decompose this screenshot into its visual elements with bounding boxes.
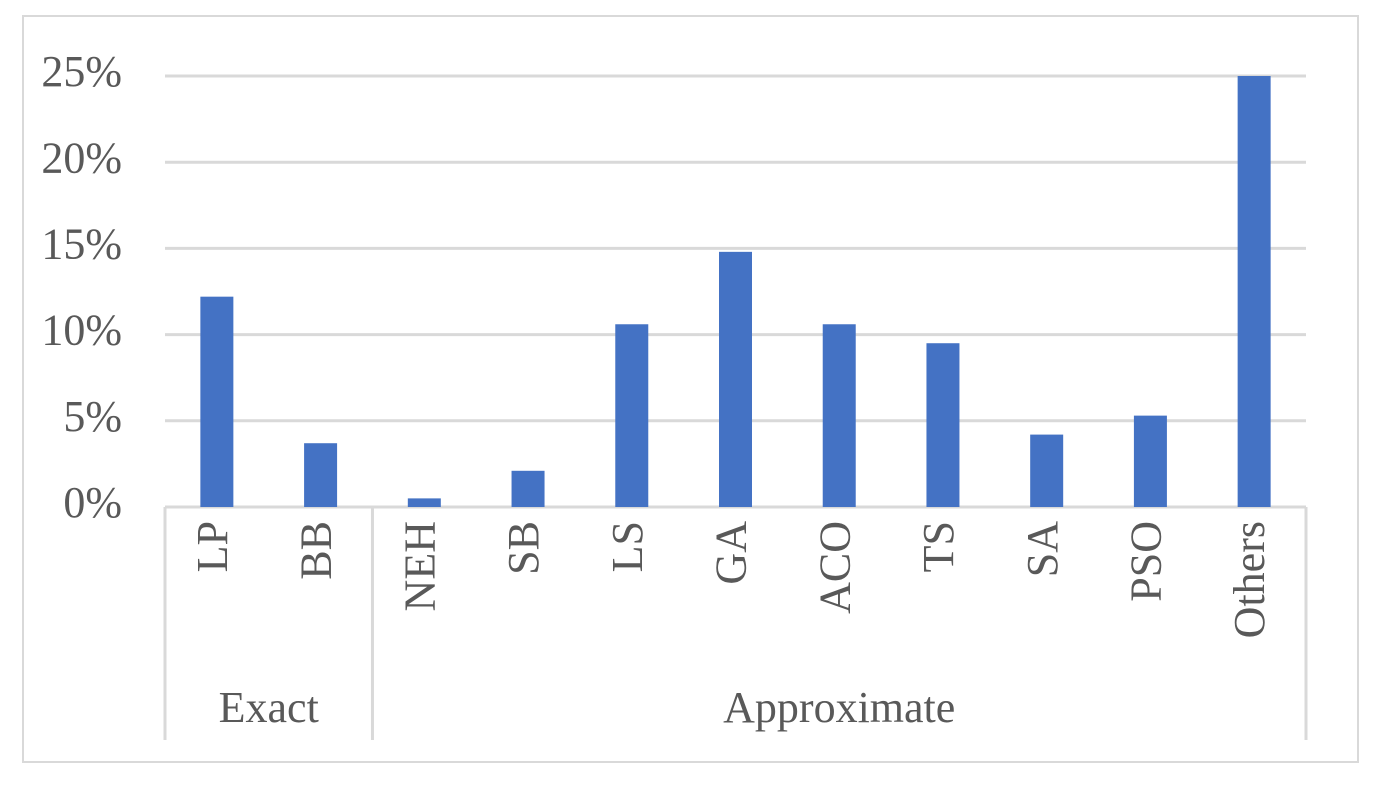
x-tick-label: Others xyxy=(1225,521,1274,638)
bar xyxy=(1133,415,1167,507)
bar xyxy=(511,470,545,507)
bar xyxy=(719,251,752,507)
y-tick-label: 10% xyxy=(41,306,122,355)
group-label: Exact xyxy=(219,683,319,732)
bar xyxy=(926,343,960,507)
x-tick-label: TS xyxy=(914,521,963,572)
chart-border xyxy=(22,15,1359,763)
x-tick-label: ACO xyxy=(810,521,859,614)
x-tick-label: LP xyxy=(188,521,237,572)
y-tick-label: 0% xyxy=(63,478,122,527)
bar xyxy=(407,498,441,507)
x-tick-label: NEH xyxy=(395,521,444,611)
y-tick-label: 15% xyxy=(41,219,122,268)
y-tick-label: 25% xyxy=(41,47,122,96)
x-tick-label: PSO xyxy=(1122,521,1171,602)
x-tick-label: LS xyxy=(603,521,652,572)
x-tick-label: GA xyxy=(707,521,756,585)
bar xyxy=(822,324,856,507)
bar xyxy=(200,296,234,507)
x-tick-label: SA xyxy=(1018,521,1067,577)
bar xyxy=(304,443,338,507)
x-tick-label: BB xyxy=(292,521,341,580)
y-tick-label: 20% xyxy=(41,133,122,182)
y-tick-label: 5% xyxy=(63,392,122,441)
bar xyxy=(615,324,649,507)
group-label: Approximate xyxy=(723,683,955,732)
bar xyxy=(1237,76,1271,507)
x-tick-label: SB xyxy=(499,521,548,575)
bar xyxy=(1030,434,1064,507)
